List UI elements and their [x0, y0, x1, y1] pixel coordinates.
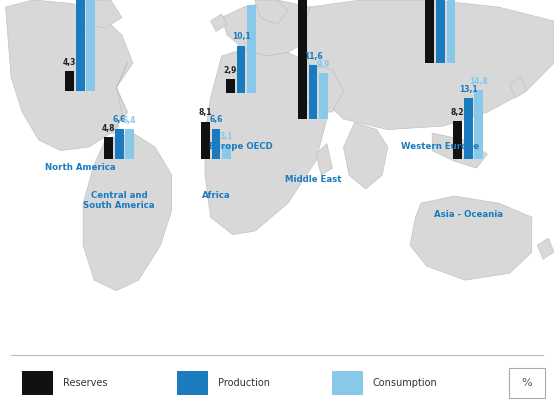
Text: 3,1: 3,1	[220, 132, 233, 140]
Bar	[222, 145, 231, 159]
Text: Central and
South America: Central and South America	[83, 191, 155, 210]
Bar	[319, 73, 328, 119]
Text: 4,3: 4,3	[63, 58, 76, 67]
Text: 13,1: 13,1	[459, 85, 478, 94]
Text: 6,4: 6,4	[123, 116, 136, 125]
Bar	[22, 371, 53, 395]
Text: Production: Production	[218, 378, 270, 388]
Text: 4,8: 4,8	[102, 124, 115, 133]
Text: Africa: Africa	[202, 191, 230, 200]
Bar	[177, 371, 208, 395]
Bar	[125, 129, 134, 159]
Text: 10,1: 10,1	[232, 33, 250, 42]
Bar	[447, 0, 455, 63]
Text: Consumption: Consumption	[373, 378, 438, 388]
Bar	[464, 98, 473, 159]
Text: 8,1: 8,1	[199, 108, 212, 117]
Text: 9,9: 9,9	[317, 60, 330, 69]
Bar	[65, 71, 74, 91]
Text: Europe OECD: Europe OECD	[209, 142, 273, 151]
Bar	[436, 0, 445, 63]
Bar	[212, 129, 220, 159]
Text: 6,6: 6,6	[112, 115, 126, 124]
Bar	[474, 90, 483, 159]
Bar	[76, 0, 85, 91]
Bar	[226, 79, 235, 93]
Bar	[237, 46, 245, 93]
Text: 14,8: 14,8	[469, 77, 488, 86]
Text: 11,6: 11,6	[304, 52, 322, 61]
Text: North America: North America	[45, 163, 116, 172]
Text: 2,9: 2,9	[224, 66, 237, 75]
Text: Western Europe: Western Europe	[401, 142, 480, 151]
Text: 8,2: 8,2	[451, 108, 464, 117]
Bar	[509, 368, 545, 398]
Text: 6,6: 6,6	[209, 115, 223, 124]
Bar	[309, 65, 317, 119]
Bar	[332, 371, 363, 395]
Bar	[201, 122, 210, 159]
Bar	[115, 129, 124, 159]
Text: 18,7: 18,7	[242, 0, 261, 1]
Bar	[86, 0, 95, 91]
Bar	[453, 121, 462, 159]
Bar	[425, 0, 434, 63]
Text: %: %	[521, 378, 532, 388]
Text: Asia - Oceania: Asia - Oceania	[434, 210, 502, 219]
Text: Middle East: Middle East	[285, 175, 341, 184]
Bar	[104, 137, 113, 159]
Bar	[247, 5, 256, 93]
Bar	[298, 0, 307, 119]
Text: Reserves: Reserves	[63, 378, 107, 388]
